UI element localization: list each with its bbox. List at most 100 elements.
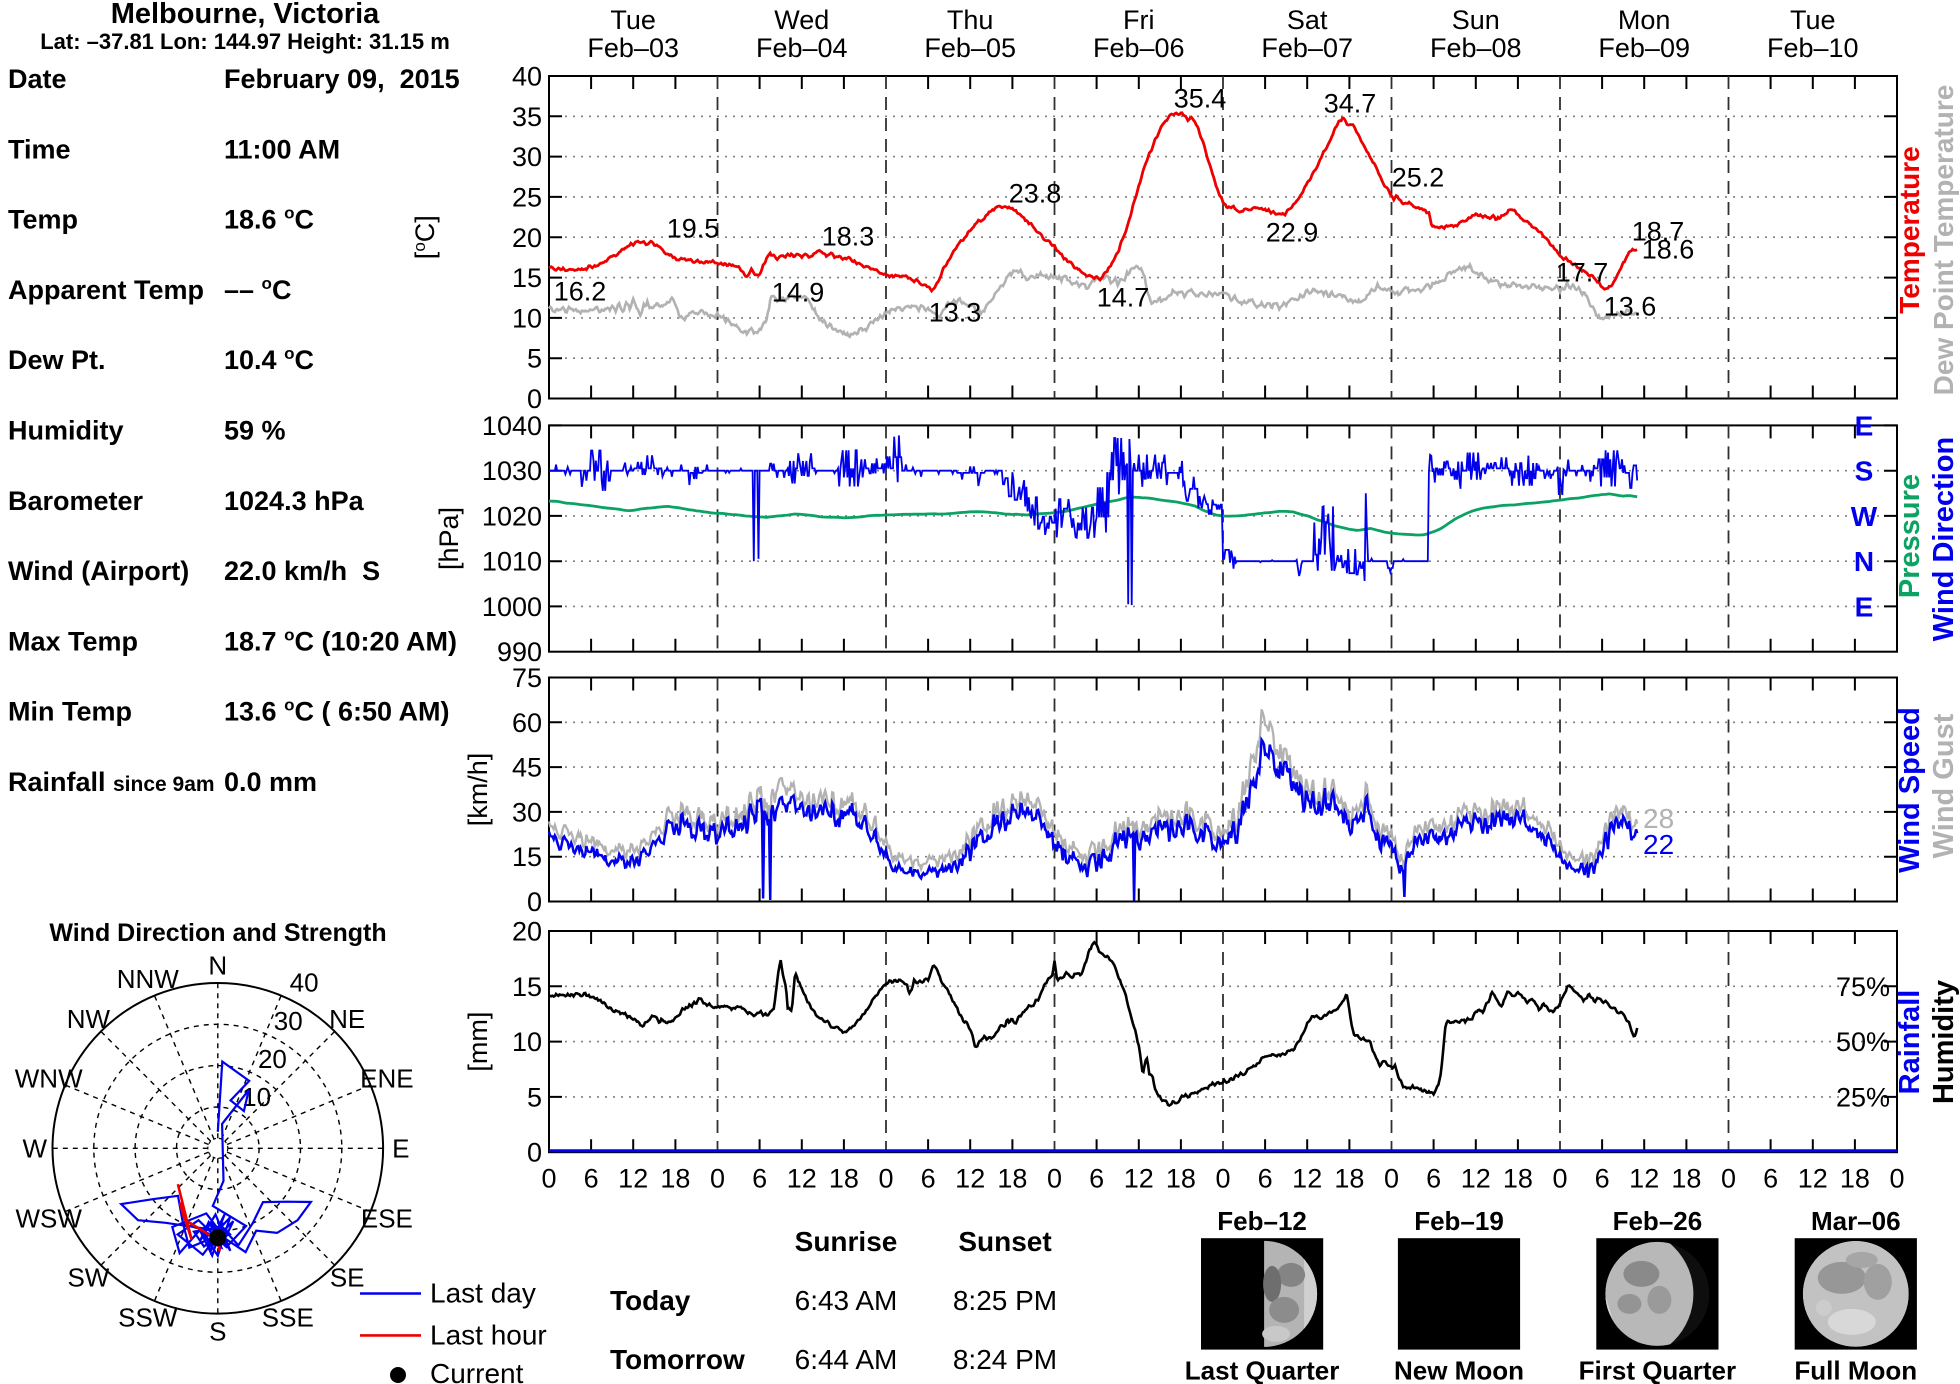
svg-text:0: 0	[710, 1164, 725, 1194]
svg-text:Wind Direction and Strength: Wind Direction and Strength	[49, 919, 386, 947]
svg-text:34.7: 34.7	[1324, 89, 1377, 119]
svg-text:Temp: Temp	[8, 205, 78, 235]
svg-text:18: 18	[1671, 1164, 1701, 1194]
svg-text:25.2: 25.2	[1392, 163, 1445, 193]
svg-text:10: 10	[512, 303, 542, 333]
svg-text:Mar–06: Mar–06	[1811, 1206, 1901, 1236]
svg-text:50%: 50%	[1836, 1027, 1890, 1057]
svg-text:E: E	[1855, 410, 1874, 441]
svg-text:S: S	[209, 1316, 226, 1346]
svg-text:75: 75	[512, 663, 542, 693]
svg-text:6: 6	[1426, 1164, 1441, 1194]
svg-text:Fri: Fri	[1123, 5, 1154, 35]
svg-text:25: 25	[512, 182, 542, 212]
svg-text:28: 28	[1643, 803, 1674, 834]
svg-text:19.5: 19.5	[667, 214, 720, 244]
svg-text:5: 5	[527, 344, 542, 374]
svg-text:February 09, 2015: February 09, 2015	[224, 64, 460, 94]
svg-text:14.9: 14.9	[772, 278, 825, 308]
svg-text:18: 18	[997, 1164, 1027, 1194]
svg-text:5: 5	[527, 1082, 542, 1112]
svg-text:ESE: ESE	[361, 1203, 413, 1233]
svg-text:6: 6	[1258, 1164, 1273, 1194]
svg-text:1020: 1020	[482, 501, 542, 531]
svg-text:0: 0	[1047, 1164, 1062, 1194]
svg-text:30: 30	[512, 142, 542, 172]
svg-text:22.0 km/h S: 22.0 km/h S	[224, 556, 380, 586]
svg-text:35: 35	[512, 102, 542, 132]
svg-text:Barometer: Barometer	[8, 486, 144, 516]
svg-text:Wind (Airport): Wind (Airport)	[8, 556, 189, 586]
svg-text:0: 0	[878, 1164, 893, 1194]
svg-text:[km/h]: [km/h]	[463, 753, 493, 827]
svg-text:59 %: 59 %	[224, 416, 286, 446]
svg-text:22.9: 22.9	[1266, 218, 1319, 248]
svg-text:14.7: 14.7	[1097, 283, 1150, 313]
svg-text:30: 30	[512, 797, 542, 827]
svg-text:0: 0	[527, 384, 542, 414]
svg-text:18: 18	[660, 1164, 690, 1194]
svg-text:S: S	[1855, 456, 1874, 487]
svg-text:Dew Point Temperature: Dew Point Temperature	[1928, 85, 1959, 396]
svg-text:since 9am: since 9am	[113, 773, 215, 796]
svg-text:0: 0	[527, 1138, 542, 1168]
svg-text:Last Quarter: Last Quarter	[1185, 1356, 1340, 1384]
svg-text:[oC]: [oC]	[410, 215, 440, 259]
svg-text:Tue: Tue	[1790, 5, 1836, 35]
svg-text:0: 0	[1721, 1164, 1736, 1194]
svg-text:Mon: Mon	[1618, 5, 1671, 35]
svg-text:6:44 AM: 6:44 AM	[795, 1344, 898, 1375]
svg-text:1010: 1010	[482, 547, 542, 577]
svg-text:N: N	[1854, 546, 1874, 577]
svg-text:0: 0	[1889, 1164, 1904, 1194]
svg-text:WNW: WNW	[15, 1063, 83, 1093]
svg-text:Sunrise: Sunrise	[795, 1226, 898, 1257]
svg-text:18.6 oC: 18.6 oC	[224, 204, 314, 235]
svg-text:Wind Speed: Wind Speed	[1894, 707, 1926, 873]
svg-text:18: 18	[1166, 1164, 1196, 1194]
svg-text:Lat: –37.81 Lon: 144.97 Height: Lat: –37.81 Lon: 144.97 Height: 31.15 m	[40, 29, 450, 54]
svg-text:6: 6	[584, 1164, 599, 1194]
svg-text:[mm]: [mm]	[463, 1012, 493, 1072]
svg-text:23.8: 23.8	[1009, 179, 1062, 209]
svg-text:20: 20	[512, 917, 542, 947]
svg-text:Thu: Thu	[947, 5, 994, 35]
svg-text:6:43 AM: 6:43 AM	[795, 1285, 898, 1316]
svg-text:SSW: SSW	[118, 1302, 178, 1332]
svg-text:18.7 oC (10:20 AM): 18.7 oC (10:20 AM)	[224, 625, 457, 656]
svg-text:Tomorrow: Tomorrow	[610, 1344, 745, 1375]
svg-text:6: 6	[1763, 1164, 1778, 1194]
svg-text:Melbourne, Victoria: Melbourne, Victoria	[111, 0, 380, 30]
svg-text:Wind Gust: Wind Gust	[1928, 713, 1960, 858]
svg-text:6: 6	[752, 1164, 767, 1194]
svg-text:20: 20	[258, 1044, 287, 1074]
svg-text:Feb–05: Feb–05	[924, 33, 1016, 63]
svg-text:12: 12	[1292, 1164, 1322, 1194]
svg-text:1040: 1040	[482, 411, 542, 441]
svg-text:Time: Time	[8, 134, 71, 164]
svg-text:45: 45	[512, 753, 542, 783]
svg-text:Humidity: Humidity	[8, 416, 124, 446]
svg-text:15: 15	[512, 842, 542, 872]
svg-text:40: 40	[512, 62, 542, 92]
svg-text:17.7: 17.7	[1556, 258, 1609, 288]
svg-text:30: 30	[274, 1006, 303, 1036]
svg-text:Feb–07: Feb–07	[1261, 33, 1353, 63]
svg-text:35.4: 35.4	[1174, 84, 1227, 114]
svg-text:18: 18	[1334, 1164, 1364, 1194]
svg-text:Feb–12: Feb–12	[1217, 1206, 1307, 1236]
svg-text:15: 15	[512, 263, 542, 293]
svg-text:Feb–06: Feb–06	[1093, 33, 1185, 63]
svg-text:Max Temp: Max Temp	[8, 626, 138, 656]
svg-text:990: 990	[497, 637, 542, 667]
svg-text:0.0 mm: 0.0 mm	[224, 767, 317, 797]
svg-text:22: 22	[1643, 829, 1674, 860]
svg-text:18: 18	[1503, 1164, 1533, 1194]
svg-text:Feb–08: Feb–08	[1430, 33, 1522, 63]
svg-text:Rainfall: Rainfall	[1894, 990, 1926, 1095]
svg-text:60: 60	[512, 708, 542, 738]
svg-text:13.6: 13.6	[1604, 292, 1657, 322]
svg-text:Feb–03: Feb–03	[587, 33, 679, 63]
svg-text:Full Moon: Full Moon	[1794, 1356, 1917, 1384]
svg-text:18.3: 18.3	[822, 222, 875, 252]
